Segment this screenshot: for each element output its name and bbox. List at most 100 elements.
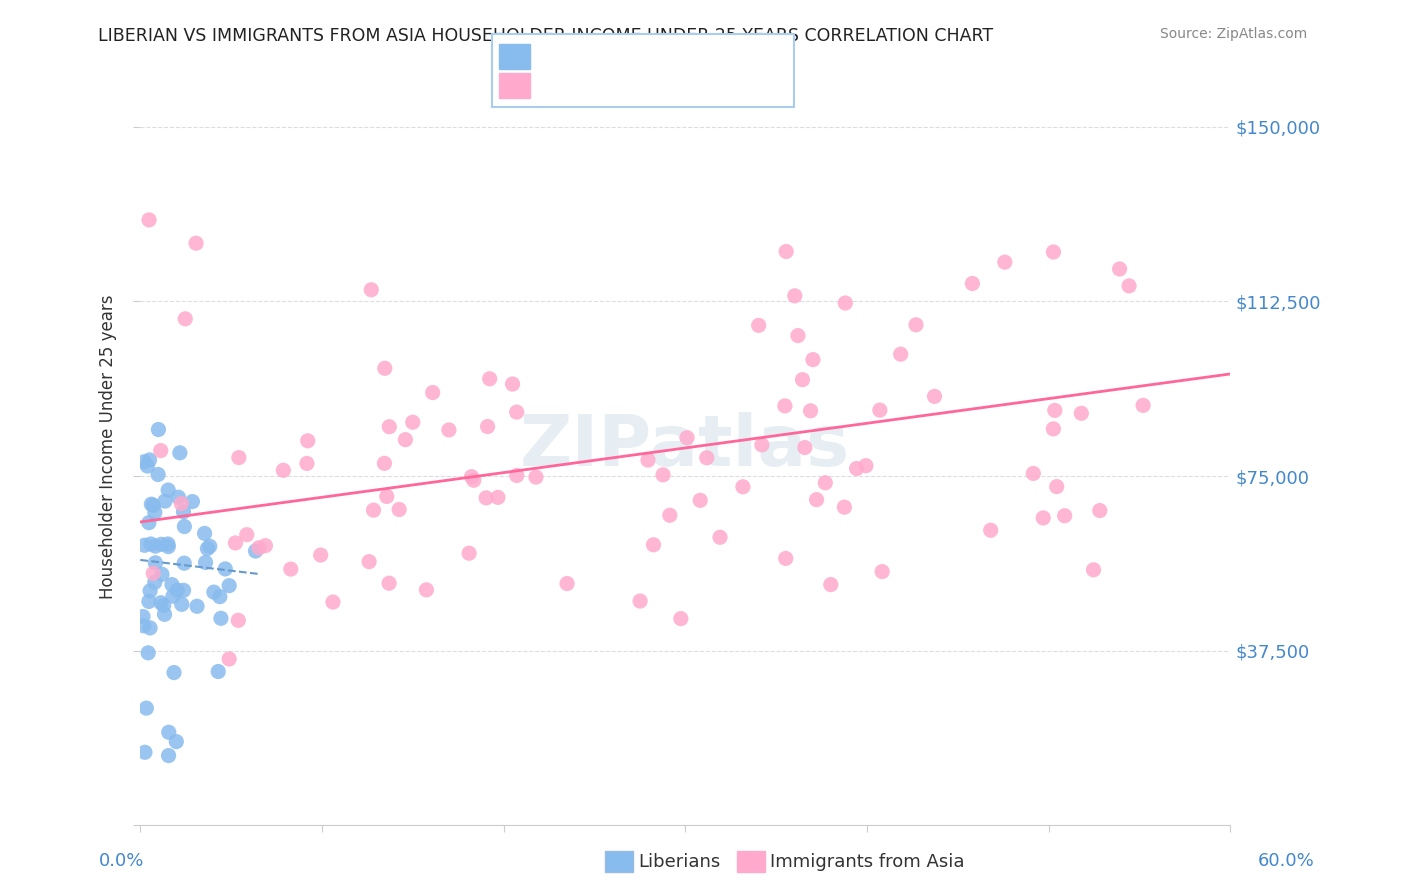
- Point: [254, 539, 277, 553]
- Point: [172, 505, 194, 519]
- Point: [198, 539, 221, 553]
- Point: [134, 455, 156, 469]
- Point: [157, 725, 180, 739]
- Point: [506, 468, 529, 483]
- Point: [834, 296, 856, 310]
- Point: [676, 431, 699, 445]
- Point: [1083, 563, 1105, 577]
- Point: [152, 599, 174, 613]
- Point: [801, 352, 824, 367]
- Point: [1043, 403, 1066, 417]
- Point: [478, 372, 501, 386]
- Point: [167, 490, 190, 504]
- Point: [150, 537, 173, 551]
- Point: [890, 347, 912, 361]
- Point: [458, 546, 481, 560]
- Point: [295, 457, 318, 471]
- Point: [505, 405, 527, 419]
- Y-axis label: Householder Income Under 25 years: Householder Income Under 25 years: [100, 294, 117, 599]
- Point: [696, 450, 718, 465]
- Point: [143, 506, 166, 520]
- Text: Liberians: Liberians: [638, 853, 720, 871]
- Point: [422, 385, 444, 400]
- Point: [181, 494, 204, 508]
- Point: [143, 575, 166, 590]
- Point: [153, 607, 176, 622]
- Point: [138, 516, 160, 530]
- Point: [186, 599, 208, 614]
- Point: [486, 491, 509, 505]
- Point: [775, 244, 797, 259]
- Point: [135, 701, 157, 715]
- Point: [402, 415, 425, 429]
- Point: [870, 565, 893, 579]
- Text: Source: ZipAtlas.com: Source: ZipAtlas.com: [1160, 27, 1308, 41]
- Point: [394, 433, 416, 447]
- Point: [209, 611, 232, 625]
- Point: [980, 523, 1002, 537]
- Point: [793, 441, 815, 455]
- Point: [163, 665, 186, 680]
- Point: [437, 423, 460, 437]
- Point: [820, 577, 842, 591]
- Point: [170, 597, 193, 611]
- Point: [136, 458, 159, 473]
- Point: [228, 450, 250, 465]
- Point: [834, 500, 856, 515]
- Point: [1032, 511, 1054, 525]
- Point: [149, 596, 172, 610]
- Point: [165, 734, 187, 748]
- Point: [994, 255, 1017, 269]
- Point: [173, 583, 195, 598]
- Point: [363, 503, 385, 517]
- Point: [170, 497, 193, 511]
- Point: [162, 589, 184, 603]
- Text: -0.023: -0.023: [586, 47, 651, 65]
- Point: [1022, 467, 1045, 481]
- Text: LIBERIAN VS IMMIGRANTS FROM ASIA HOUSEHOLDER INCOME UNDER 25 YEARS CORRELATION C: LIBERIAN VS IMMIGRANTS FROM ASIA HOUSEHO…: [98, 27, 994, 45]
- Point: [207, 665, 229, 679]
- Point: [202, 585, 225, 599]
- Point: [224, 536, 246, 550]
- Point: [709, 530, 731, 544]
- Point: [197, 541, 219, 556]
- Point: [689, 493, 711, 508]
- Point: [149, 443, 172, 458]
- Point: [136, 646, 159, 660]
- Point: [146, 467, 169, 482]
- Point: [1108, 262, 1130, 277]
- Point: [775, 551, 797, 566]
- Point: [138, 453, 160, 467]
- Text: Immigrants from Asia: Immigrants from Asia: [770, 853, 965, 871]
- Point: [924, 389, 946, 403]
- Point: [138, 594, 160, 608]
- Point: [280, 562, 302, 576]
- Text: 95: 95: [693, 77, 718, 95]
- Text: 0.0%: 0.0%: [98, 852, 143, 870]
- Point: [637, 453, 659, 467]
- Point: [194, 526, 217, 541]
- Point: [148, 423, 170, 437]
- Point: [160, 577, 183, 591]
- Point: [748, 318, 770, 333]
- Point: [787, 328, 810, 343]
- Point: [1132, 398, 1154, 412]
- Text: N =: N =: [651, 47, 690, 65]
- Point: [962, 277, 984, 291]
- Point: [792, 373, 814, 387]
- Point: [460, 469, 482, 483]
- Point: [751, 438, 773, 452]
- Point: [142, 566, 165, 581]
- Point: [806, 492, 828, 507]
- Point: [166, 583, 188, 598]
- Point: [814, 475, 837, 490]
- Point: [1042, 422, 1064, 436]
- Point: [1046, 480, 1069, 494]
- Point: [145, 556, 167, 570]
- Point: [322, 595, 344, 609]
- Point: [214, 562, 236, 576]
- Point: [378, 419, 401, 434]
- Point: [226, 613, 249, 627]
- Point: [669, 612, 692, 626]
- Point: [247, 541, 270, 555]
